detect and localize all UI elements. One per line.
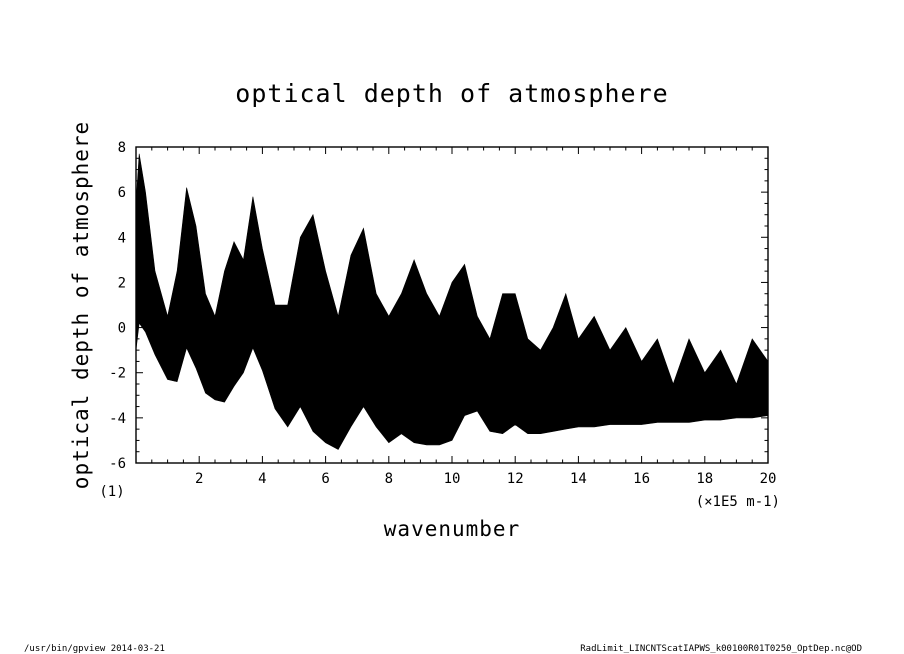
x-tick-label: 10 (444, 471, 461, 487)
y-tick-label: 6 (118, 185, 126, 201)
series-band-0 (135, 153, 769, 450)
x-axis-ticks: 2 4 6 8 10 12 14 16 18 20 (151, 147, 777, 487)
y-axis-ticks: -6 -4 -2 0 2 4 6 8 (109, 140, 768, 472)
x-tick-label: 12 (507, 471, 524, 487)
x-tick-label: 8 (385, 471, 393, 487)
footer-left-text: /usr/bin/gpview 2014-03-21 (24, 644, 165, 654)
y-tick-label: -6 (109, 456, 126, 472)
y-tick-label: 0 (118, 321, 126, 337)
y-axis-label: optical depth of atmosphere (69, 121, 93, 489)
x-tick-label: 16 (633, 471, 650, 487)
footer-right-text: RadLimit_LINCNTScatIAPWS_k00100R01T0250_… (580, 644, 862, 654)
x-tick-label: 2 (195, 471, 203, 487)
x-tick-label: 20 (760, 471, 777, 487)
x-tick-label: 14 (570, 471, 587, 487)
x-origin-note: (1) (99, 484, 124, 500)
y-tick-label: 2 (118, 275, 126, 291)
y-tick-label: 4 (118, 230, 126, 246)
plot-area (135, 153, 769, 450)
x-tick-label: 4 (258, 471, 266, 487)
x-tick-label: 6 (321, 471, 329, 487)
chart-title: optical depth of atmosphere (235, 79, 668, 108)
x-unit-note: (×1E5 m-1) (696, 494, 780, 510)
y-tick-label: 8 (118, 140, 126, 156)
x-tick-label: 18 (696, 471, 713, 487)
y-tick-label: -2 (109, 366, 126, 382)
y-tick-label: -4 (109, 411, 126, 427)
x-axis-label: wavenumber (384, 517, 520, 541)
